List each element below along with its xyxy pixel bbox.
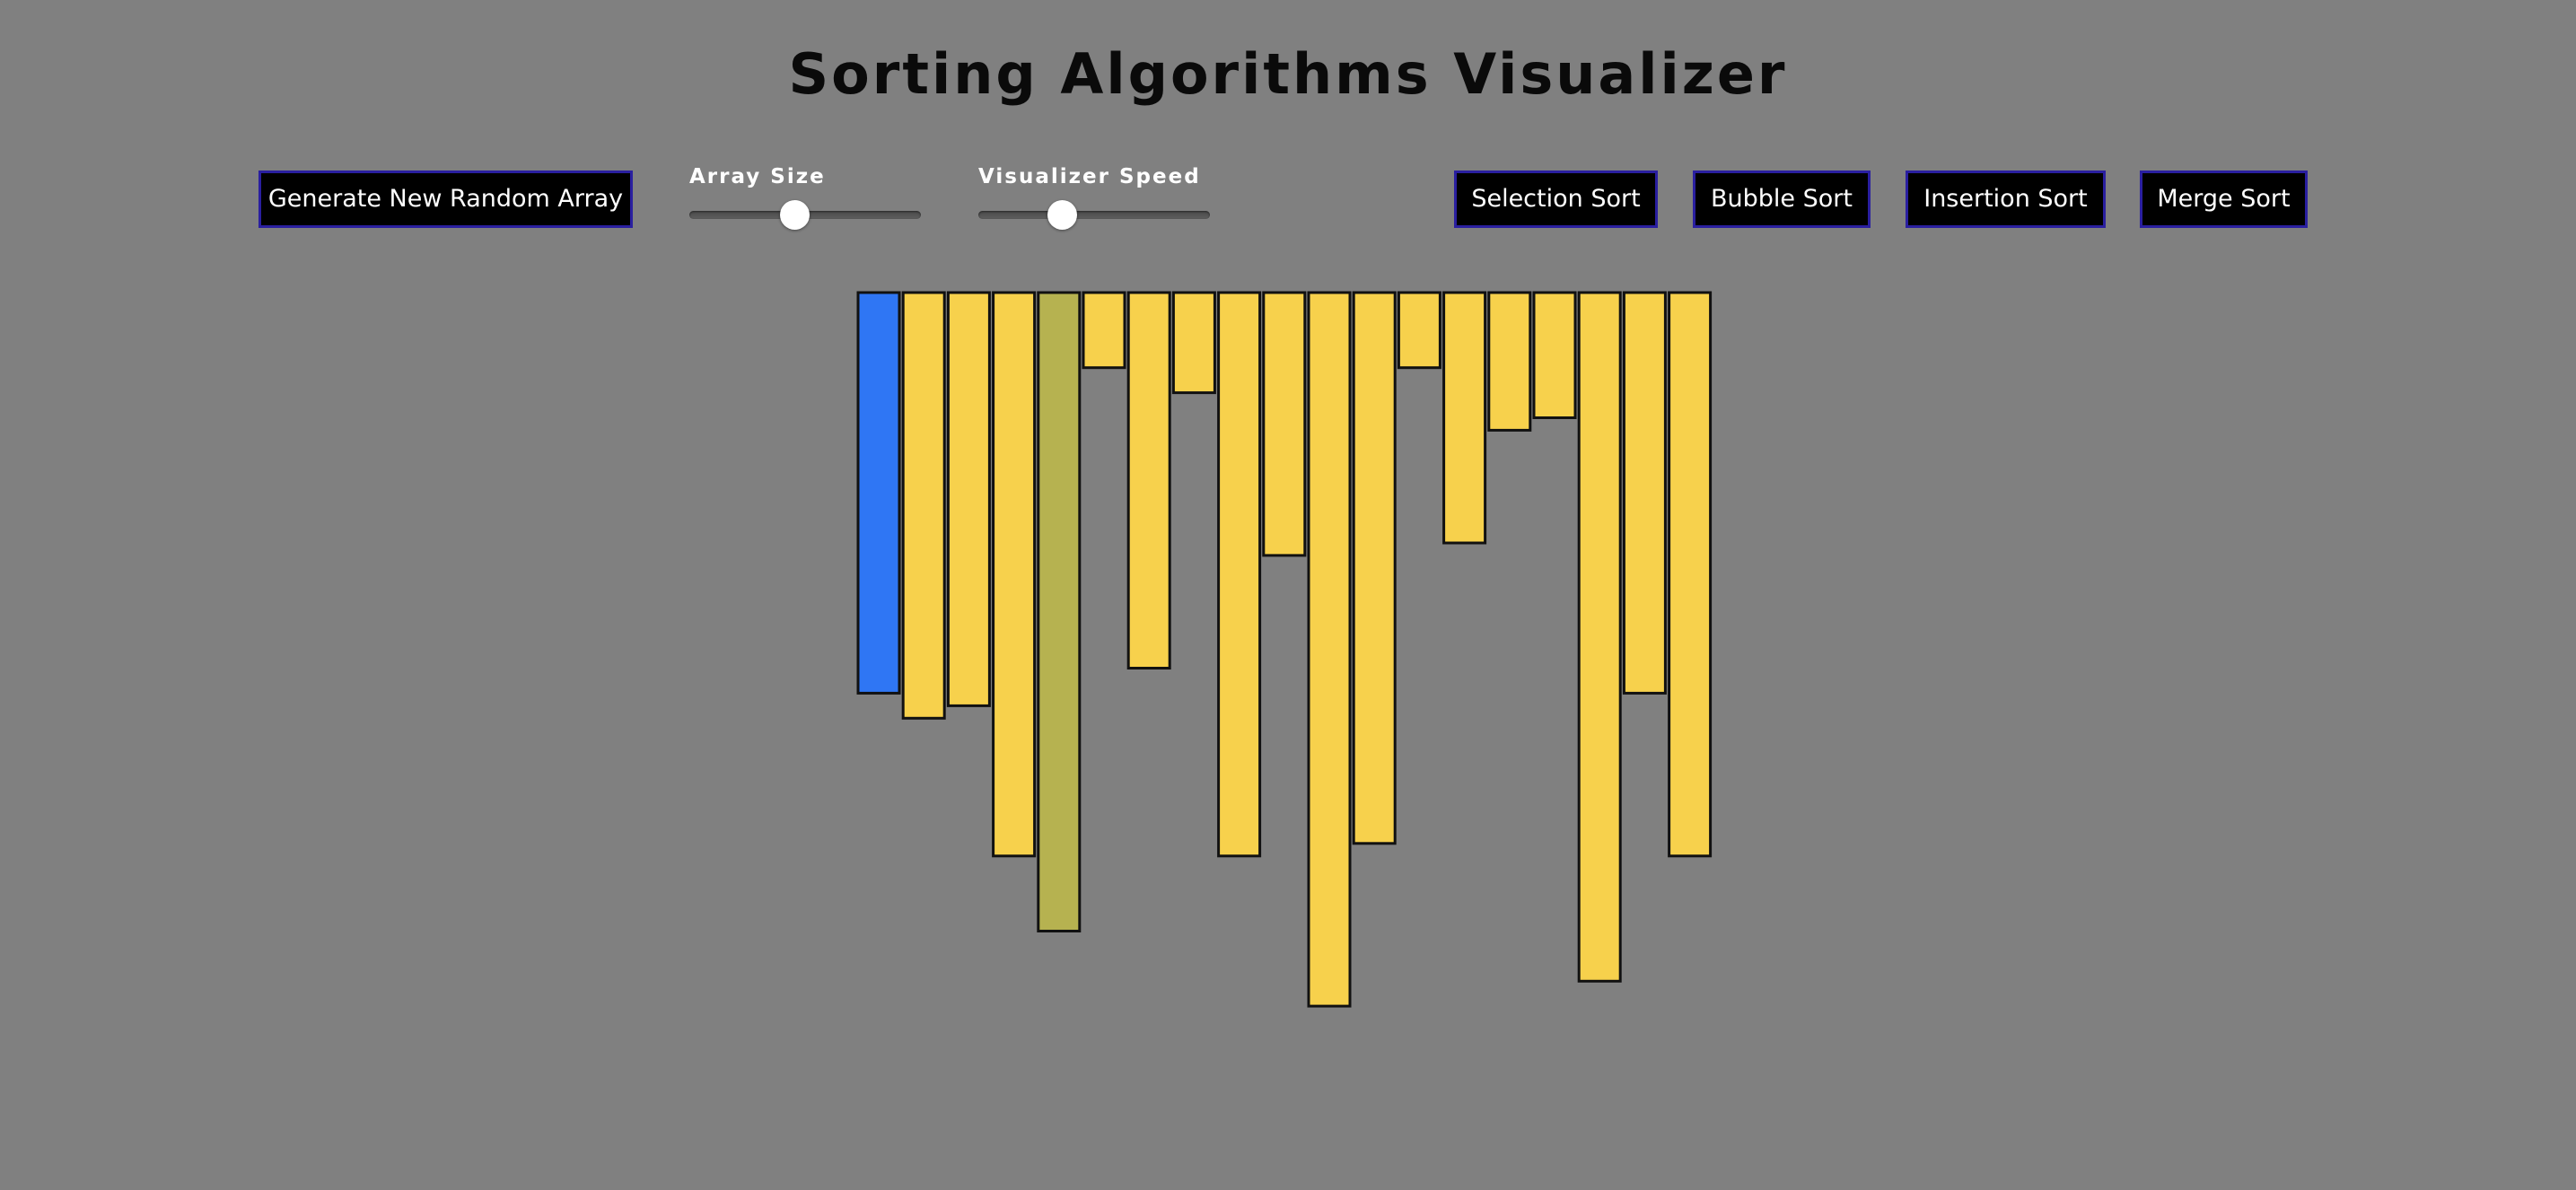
array-bar: [1217, 291, 1262, 858]
merge-sort-button[interactable]: Merge Sort: [2140, 171, 2308, 228]
speed-slider[interactable]: [978, 200, 1210, 230]
array-bar: [856, 291, 901, 695]
array-bar: [1577, 291, 1622, 983]
array-bar: [1171, 291, 1216, 395]
array-bar: [1126, 291, 1171, 669]
array-bar: [1668, 291, 1713, 858]
array-bar: [1532, 291, 1577, 419]
array-bar: [901, 291, 946, 720]
array-bar: [1352, 291, 1397, 845]
array-bar: [992, 291, 1037, 858]
array-bar: [946, 291, 991, 707]
array-bar: [1262, 291, 1307, 557]
array-size-label: Array Size: [689, 165, 826, 188]
array-bar: [1397, 291, 1441, 370]
insertion-sort-button[interactable]: Insertion Sort: [1906, 171, 2106, 228]
bubble-sort-button[interactable]: Bubble Sort: [1693, 171, 1871, 228]
array-bar: [1037, 291, 1082, 932]
array-bar: [1082, 291, 1126, 370]
array-size-slider-thumb[interactable]: [780, 200, 810, 230]
speed-slider-thumb[interactable]: [1047, 200, 1077, 230]
selection-sort-button[interactable]: Selection Sort: [1454, 171, 1658, 228]
array-bar: [1487, 291, 1532, 432]
array-size-slider[interactable]: [689, 200, 921, 230]
array-bar: [1307, 291, 1352, 1008]
speed-label: Visualizer Speed: [978, 165, 1201, 188]
array-bar: [1442, 291, 1487, 545]
array-bar: [1622, 291, 1667, 695]
generate-array-button[interactable]: Generate New Random Array: [258, 171, 633, 228]
page-title: Sorting Algorithms Visualizer: [788, 41, 1788, 107]
